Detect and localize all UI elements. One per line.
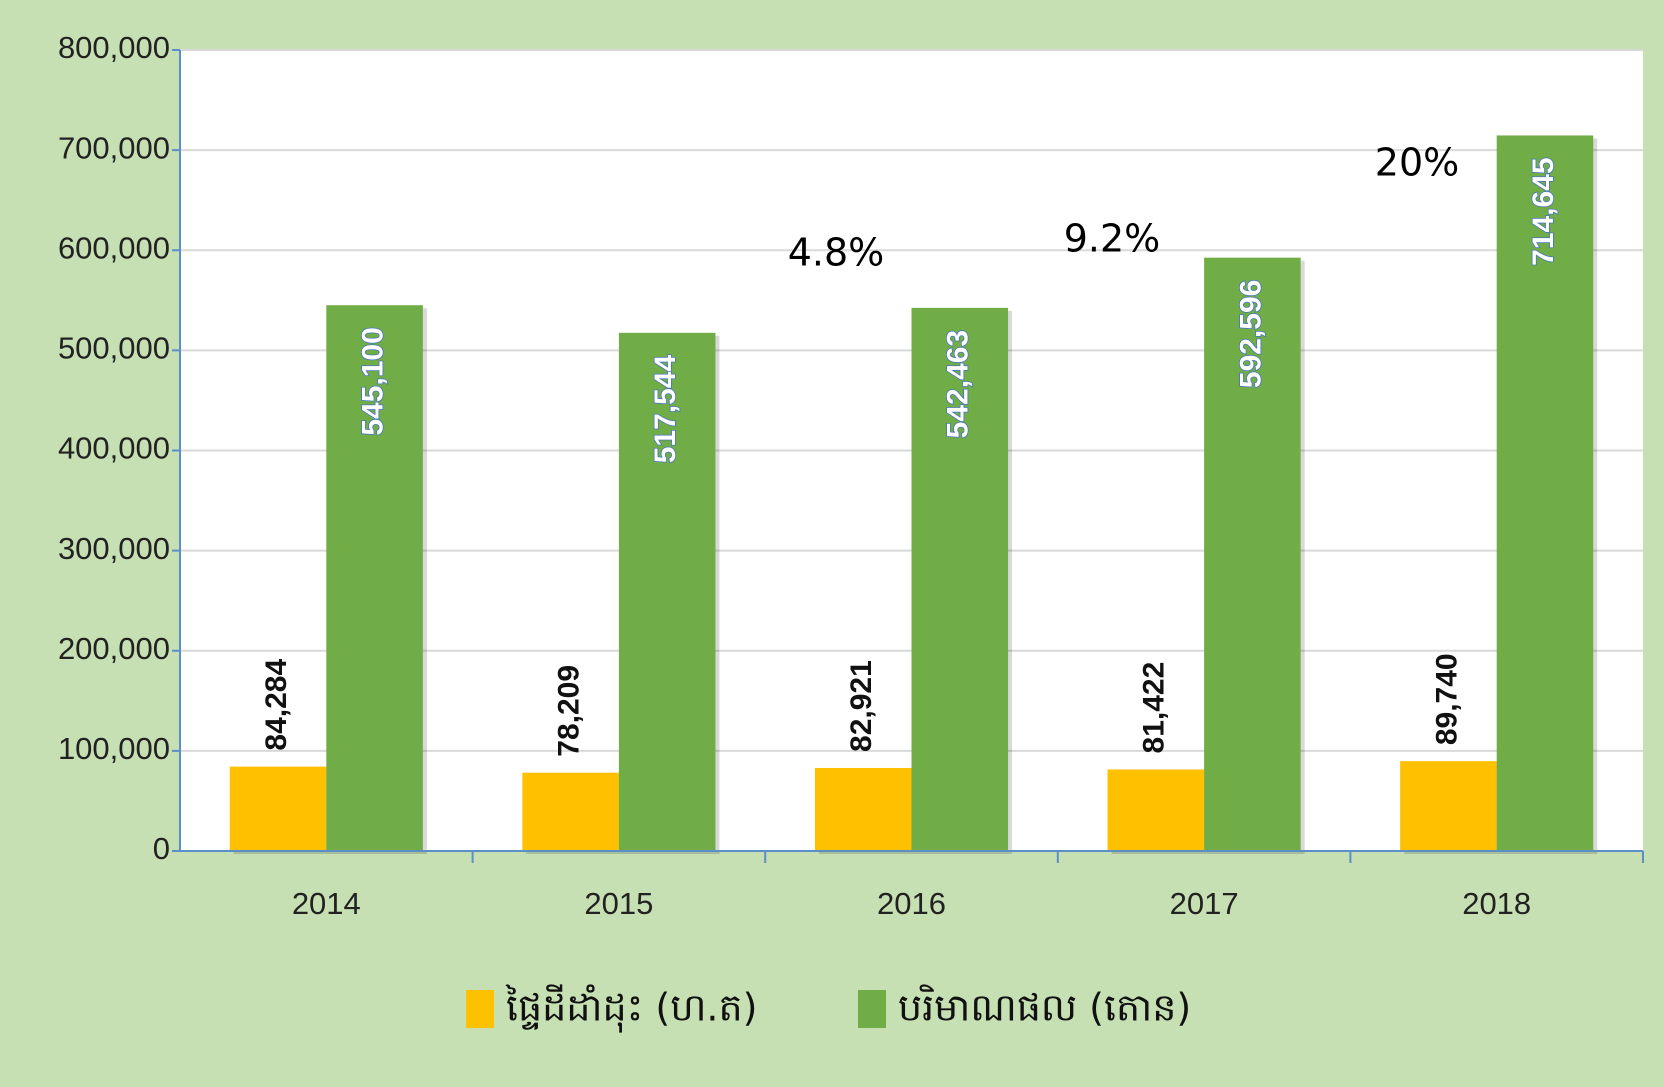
bar	[229, 766, 327, 851]
data-label: 81,422	[1138, 662, 1171, 754]
bar	[1107, 769, 1205, 851]
data-label: 542,463	[942, 330, 975, 438]
x-tick-label: 2014	[292, 886, 361, 921]
bar	[1204, 257, 1301, 851]
y-tick-label: 800,000	[58, 30, 170, 65]
y-tick-label: 400,000	[58, 431, 170, 466]
x-tick-label: 2015	[584, 886, 653, 921]
y-tick-label: 300,000	[58, 531, 170, 566]
data-label: 517,544	[649, 355, 682, 464]
y-tick-label: 500,000	[58, 331, 170, 366]
annotation: 4.8%	[788, 231, 885, 275]
bar	[1496, 135, 1594, 852]
x-tick-label: 2018	[1462, 886, 1531, 921]
y-tick-label: 600,000	[58, 230, 170, 265]
legend-label: ផ្ទៃដីដាំដុះ (ហ.ត)	[505, 984, 757, 1034]
annotation: 9.2%	[1064, 217, 1161, 261]
legend-swatch	[466, 990, 494, 1028]
data-label: 714,645	[1527, 157, 1560, 265]
bar	[814, 767, 912, 851]
data-label: 545,100	[357, 327, 390, 435]
bar	[911, 307, 1009, 852]
data-label: 592,596	[1234, 280, 1267, 388]
legend-swatch	[858, 990, 886, 1028]
data-label: 78,209	[553, 665, 586, 757]
y-tick-label: 200,000	[58, 631, 170, 666]
y-tick-label: 700,000	[58, 130, 170, 165]
y-tick-label: 0	[153, 831, 170, 866]
bar	[326, 305, 423, 851]
legend-label: បរិមាណផល (តោន)	[898, 984, 1191, 1030]
bar	[1400, 761, 1497, 851]
data-label: 82,921	[845, 660, 878, 752]
data-label: 89,740	[1430, 653, 1463, 745]
data-label: 84,284	[260, 659, 293, 751]
y-tick-label: 100,000	[58, 731, 170, 766]
x-tick-label: 2016	[877, 886, 946, 921]
x-tick-label: 2017	[1170, 886, 1239, 921]
bar	[522, 772, 619, 851]
bar	[618, 332, 716, 851]
annotation: 20%	[1375, 141, 1459, 185]
